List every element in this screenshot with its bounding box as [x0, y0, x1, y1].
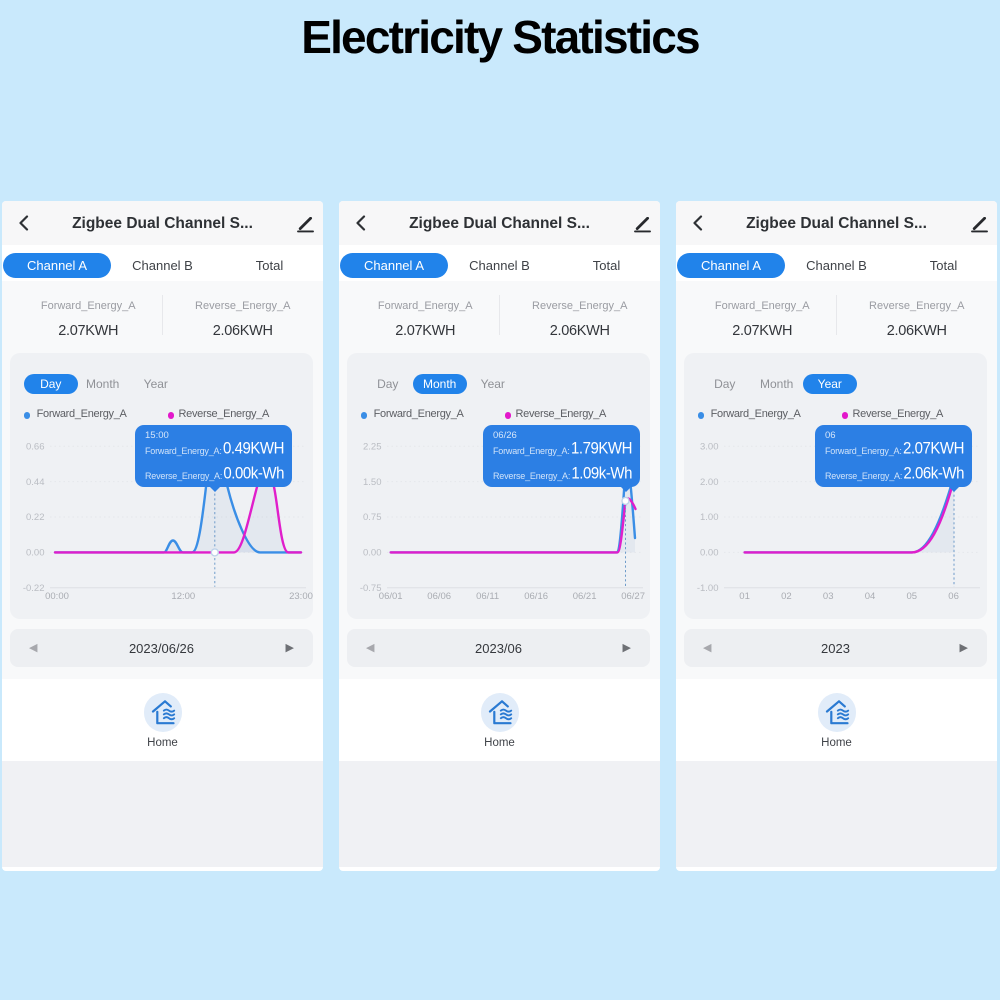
svg-text:23:00: 23:00 — [289, 591, 313, 602]
svg-text:06/21: 06/21 — [573, 591, 597, 602]
svg-text:3.00: 3.00 — [700, 441, 719, 452]
svg-text:06/01: 06/01 — [379, 591, 403, 602]
svg-text:0.00: 0.00 — [700, 548, 719, 559]
svg-text:2.25: 2.25 — [363, 441, 382, 452]
svg-text:-1.00: -1.00 — [697, 583, 719, 594]
svg-text:06/16: 06/16 — [524, 591, 548, 602]
svg-text:1.00: 1.00 — [700, 512, 719, 523]
svg-text:02: 02 — [781, 591, 792, 602]
svg-text:-0.75: -0.75 — [360, 583, 382, 594]
svg-text:06: 06 — [948, 591, 959, 602]
svg-text:06/27: 06/27 — [621, 591, 645, 602]
svg-text:0.00: 0.00 — [363, 548, 382, 559]
svg-text:00:00: 00:00 — [45, 591, 69, 602]
svg-text:04: 04 — [865, 591, 876, 602]
svg-text:01: 01 — [739, 591, 750, 602]
svg-text:0.66: 0.66 — [26, 441, 45, 452]
svg-text:2.00: 2.00 — [700, 477, 719, 488]
svg-text:12:00: 12:00 — [171, 591, 195, 602]
svg-text:0.00: 0.00 — [26, 548, 45, 559]
svg-text:03: 03 — [823, 591, 834, 602]
svg-text:0.44: 0.44 — [26, 477, 45, 488]
svg-text:0.75: 0.75 — [363, 512, 382, 523]
svg-text:1.50: 1.50 — [363, 477, 382, 488]
svg-text:05: 05 — [907, 591, 918, 602]
svg-text:-0.22: -0.22 — [23, 583, 45, 594]
svg-text:06/11: 06/11 — [476, 591, 499, 602]
svg-text:06/06: 06/06 — [427, 591, 451, 602]
svg-text:0.22: 0.22 — [26, 512, 45, 523]
